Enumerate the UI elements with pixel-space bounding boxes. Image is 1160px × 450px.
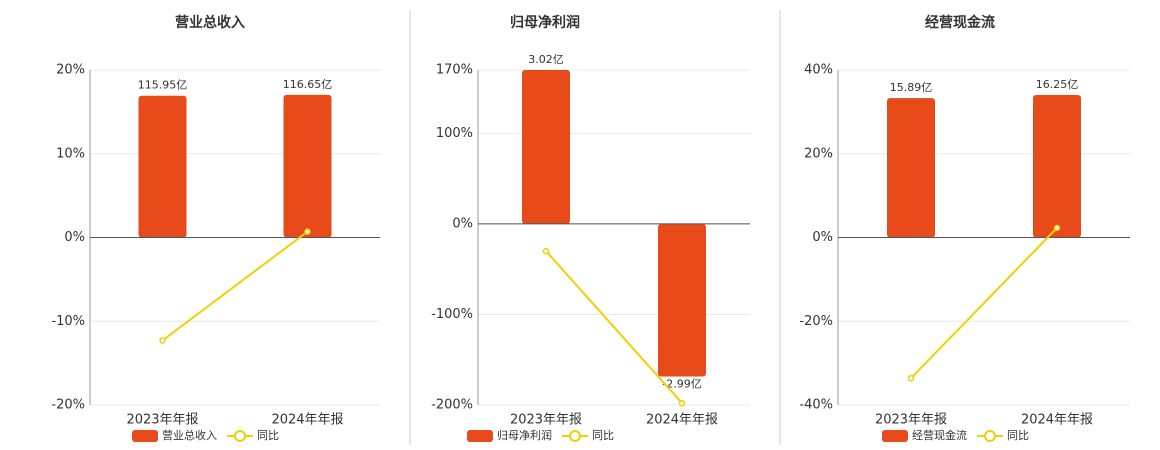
legend-swatch xyxy=(569,430,581,442)
bar xyxy=(658,223,706,377)
y-tick-label: -10% xyxy=(51,314,85,329)
bar xyxy=(1033,94,1081,238)
line-point xyxy=(1053,224,1061,232)
y-tick-label: 40% xyxy=(804,63,833,78)
line xyxy=(910,227,1058,379)
y-tick-label: -200% xyxy=(431,398,473,413)
legend-label: 营业总收入 xyxy=(162,428,217,442)
y-tick-label: -40% xyxy=(799,398,833,413)
line xyxy=(545,250,683,404)
y-tick-label: -20% xyxy=(51,398,85,413)
y-tick-label: 170% xyxy=(436,63,473,78)
line-point xyxy=(542,247,550,255)
data-label: -2.99亿 xyxy=(662,377,701,390)
x-tick-label: 2024年年报 xyxy=(271,413,343,428)
x-tick-label: 2024年年报 xyxy=(646,413,718,428)
data-label: 116.65亿 xyxy=(283,78,333,91)
data-label: 3.02亿 xyxy=(528,53,564,66)
bar xyxy=(887,98,935,238)
legend-label: 同比 xyxy=(1007,429,1029,442)
line-point xyxy=(304,228,311,235)
line-point xyxy=(159,337,166,344)
legend-swatch xyxy=(984,430,996,442)
chart-title: 营业总收入 xyxy=(175,14,245,31)
data-label: 16.25亿 xyxy=(1036,78,1079,91)
y-tick-label: 0% xyxy=(812,230,833,245)
data-label: 15.89亿 xyxy=(890,81,933,94)
bar xyxy=(522,70,570,224)
y-tick-label: 100% xyxy=(436,126,473,141)
x-tick-label: 2023年年报 xyxy=(875,413,947,428)
line-point xyxy=(678,399,686,407)
y-tick-label: 10% xyxy=(56,146,85,161)
bar xyxy=(138,95,187,238)
y-tick-label: -20% xyxy=(799,314,833,329)
y-tick-label: 20% xyxy=(804,146,833,161)
legend-swatch xyxy=(234,430,246,442)
legend-label: 经营现金流 xyxy=(912,428,967,442)
legend-label: 同比 xyxy=(592,429,614,442)
line-point xyxy=(907,374,915,382)
x-tick-label: 2024年年报 xyxy=(1021,413,1093,428)
x-tick-label: 2023年年报 xyxy=(126,413,198,428)
x-tick-label: 2023年年报 xyxy=(510,413,582,428)
legend-swatch xyxy=(132,430,158,442)
y-tick-label: 20% xyxy=(56,63,85,78)
line xyxy=(161,230,309,342)
chart-title: 经营现金流 xyxy=(925,14,995,31)
y-tick-label: 0% xyxy=(64,230,85,245)
legend-swatch xyxy=(467,430,493,442)
bar xyxy=(283,94,332,238)
legend-label: 同比 xyxy=(257,429,279,442)
chart-title: 归母净利润 xyxy=(510,14,580,31)
y-tick-label: 0% xyxy=(452,216,473,231)
legend-swatch xyxy=(882,430,908,442)
y-tick-label: -100% xyxy=(431,307,473,322)
data-label: 115.95亿 xyxy=(138,79,188,92)
legend-label: 归母净利润 xyxy=(497,428,552,442)
